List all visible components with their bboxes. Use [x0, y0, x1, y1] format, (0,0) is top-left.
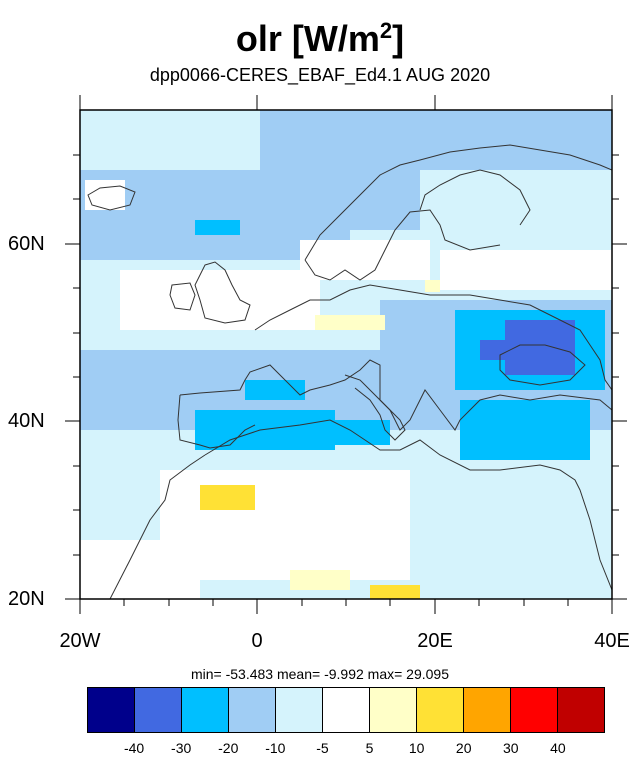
colorbar-box [417, 688, 464, 732]
field-darkblue-region [480, 320, 575, 375]
colorbar-box [558, 688, 604, 732]
colorbar-label: -10 [265, 740, 286, 756]
y-tick-label-20n: 20N [8, 588, 45, 610]
x-tick-label-20w: 20W [59, 630, 101, 652]
map-plot [65, 95, 627, 614]
colorbar-label: 10 [408, 740, 425, 756]
colorbar-box [182, 688, 229, 732]
stats-line: min= -53.483 mean= -9.992 max= 29.095 [190, 666, 449, 682]
colorbar-box [135, 688, 182, 732]
y-tick-label-40n: 40N [8, 410, 45, 432]
x-tick-label-0: 0 [251, 630, 263, 652]
field-yellow-regions [200, 280, 440, 599]
colorbar-box [323, 688, 370, 732]
colorbar-label: -40 [123, 740, 145, 756]
colorbar-box [511, 688, 558, 732]
colorbar-label: 20 [455, 740, 472, 756]
colorbar-label: -30 [171, 740, 192, 756]
plot-title: olr [W/m2] [235, 18, 405, 59]
x-tick-label-40e: 40E [594, 630, 630, 652]
colorbar-box [464, 688, 511, 732]
colorbar-box [88, 688, 135, 732]
coastlines [87, 144, 612, 599]
colorbar-label: -20 [218, 740, 239, 756]
colorbar-box [229, 688, 276, 732]
colorbar-label: 40 [550, 740, 566, 756]
colorbar-label: 5 [365, 740, 374, 756]
field-white-regions [80, 180, 612, 599]
axis-ticks [65, 95, 627, 614]
x-tick-label-20e: 20E [417, 630, 453, 652]
colorbar-box [276, 688, 323, 732]
colorbar-box [370, 688, 417, 732]
colorbar-label: 30 [503, 740, 519, 756]
y-tick-label-60n: 60N [8, 233, 45, 255]
colorbar-label: -5 [316, 740, 329, 756]
plot-subtitle: dpp0066-CERES_EBAF_Ed4.1 AUG 2020 [149, 65, 491, 85]
colorbar [87, 687, 605, 733]
